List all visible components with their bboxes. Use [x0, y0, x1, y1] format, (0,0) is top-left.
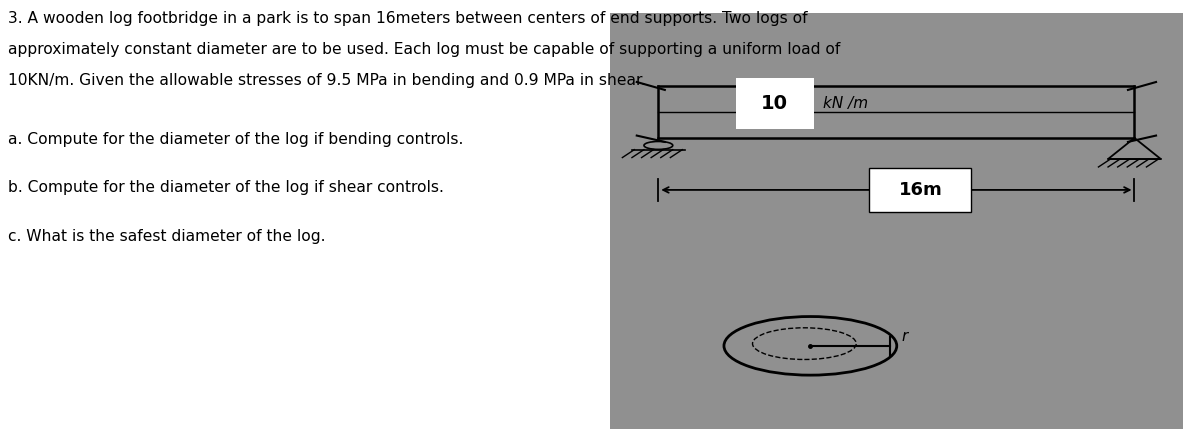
Text: r: r: [902, 329, 908, 344]
Text: a. Compute for the diameter of the log if bending controls.: a. Compute for the diameter of the log i…: [8, 132, 463, 147]
Ellipse shape: [724, 316, 896, 375]
Bar: [610, 13, 1183, 429]
Text: 10KN/m. Given the allowable stresses of 9.5 MPa in bending and 0.9 MPa in shear.: 10KN/m. Given the allowable stresses of …: [8, 73, 647, 88]
Text: 3. A wooden log footbridge in a park is to span 16meters between centers of end : 3. A wooden log footbridge in a park is …: [8, 11, 808, 26]
Bar: [870, 168, 972, 212]
Text: approximately constant diameter are to be used. Each log must be capable of supp: approximately constant diameter are to b…: [8, 42, 841, 57]
Text: 10: 10: [761, 94, 788, 113]
Text: kN /m: kN /m: [823, 96, 869, 111]
Text: c. What is the safest diameter of the log.: c. What is the safest diameter of the lo…: [8, 229, 326, 244]
Text: b. Compute for the diameter of the log if shear controls.: b. Compute for the diameter of the log i…: [8, 180, 444, 195]
Text: 16m: 16m: [899, 181, 942, 199]
Bar: [736, 78, 814, 129]
